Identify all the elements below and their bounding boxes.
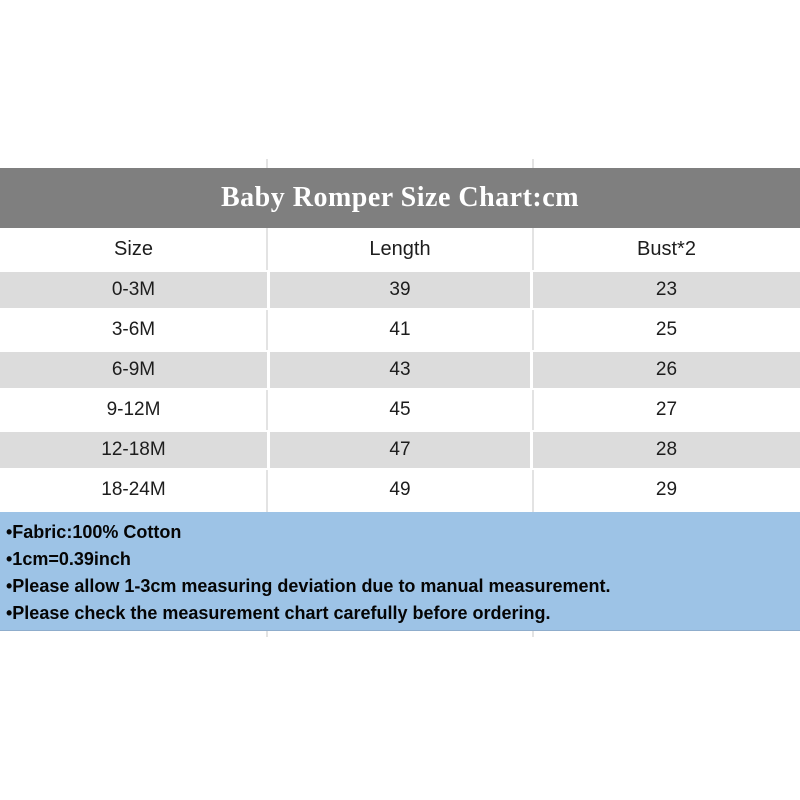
table-row-9-12m: 9-12M 45 27	[0, 390, 800, 430]
column-guideline-left	[266, 159, 268, 637]
cell-size: 9-12M	[106, 399, 161, 420]
title-bar: Baby Romper Size Chart:cm	[0, 168, 800, 228]
cell-size: 12-18M	[0, 430, 267, 470]
cell-length: 43	[267, 350, 533, 390]
column-guideline-right	[532, 159, 534, 637]
cell-size: 3-6M	[111, 319, 156, 340]
note-fabric: •Fabric:100% Cotton	[6, 522, 182, 542]
table-row-3-6m: 3-6M 41 25	[0, 310, 800, 350]
note-conversion: •1cm=0.39inch	[6, 549, 131, 569]
column-header-bust: Bust*2	[637, 237, 696, 260]
cell-bust: 28	[533, 430, 800, 470]
note-check-chart: •Please check the measurement chart care…	[6, 603, 551, 623]
cell-bust: 29	[655, 479, 678, 500]
table-row-0-3m: 0-3M 39 23	[0, 270, 800, 310]
cell-size: 0-3M	[0, 270, 267, 310]
column-header-length: Length	[369, 237, 431, 260]
column-header-size: Size	[114, 237, 153, 260]
note-deviation: •Please allow 1-3cm measuring deviation …	[6, 576, 611, 596]
cell-length: 39	[267, 270, 533, 310]
cell-length: 49	[389, 479, 411, 500]
cell-size: 18-24M	[101, 479, 166, 500]
cell-bust: 23	[533, 270, 800, 310]
table-row-6-9m: 6-9M 43 26	[0, 350, 800, 390]
notes-panel: •Fabric:100% Cotton •1cm=0.39inch •Pleas…	[0, 512, 800, 631]
cell-length: 41	[389, 319, 411, 340]
cell-bust: 26	[533, 350, 800, 390]
cell-bust: 25	[655, 319, 678, 340]
size-table: Size Length Bust*2 0-3M 39 23 3-6M 41 25…	[0, 228, 800, 510]
cell-length: 47	[267, 430, 533, 470]
cell-size: 6-9M	[0, 350, 267, 390]
page-title: Baby Romper Size Chart:cm	[220, 182, 580, 213]
table-row-18-24m: 18-24M 49 29	[0, 470, 800, 510]
table-row-12-18m: 12-18M 47 28	[0, 430, 800, 470]
table-header-row: Size Length Bust*2	[0, 228, 800, 270]
cell-bust: 27	[655, 399, 678, 420]
cell-length: 45	[389, 399, 411, 420]
